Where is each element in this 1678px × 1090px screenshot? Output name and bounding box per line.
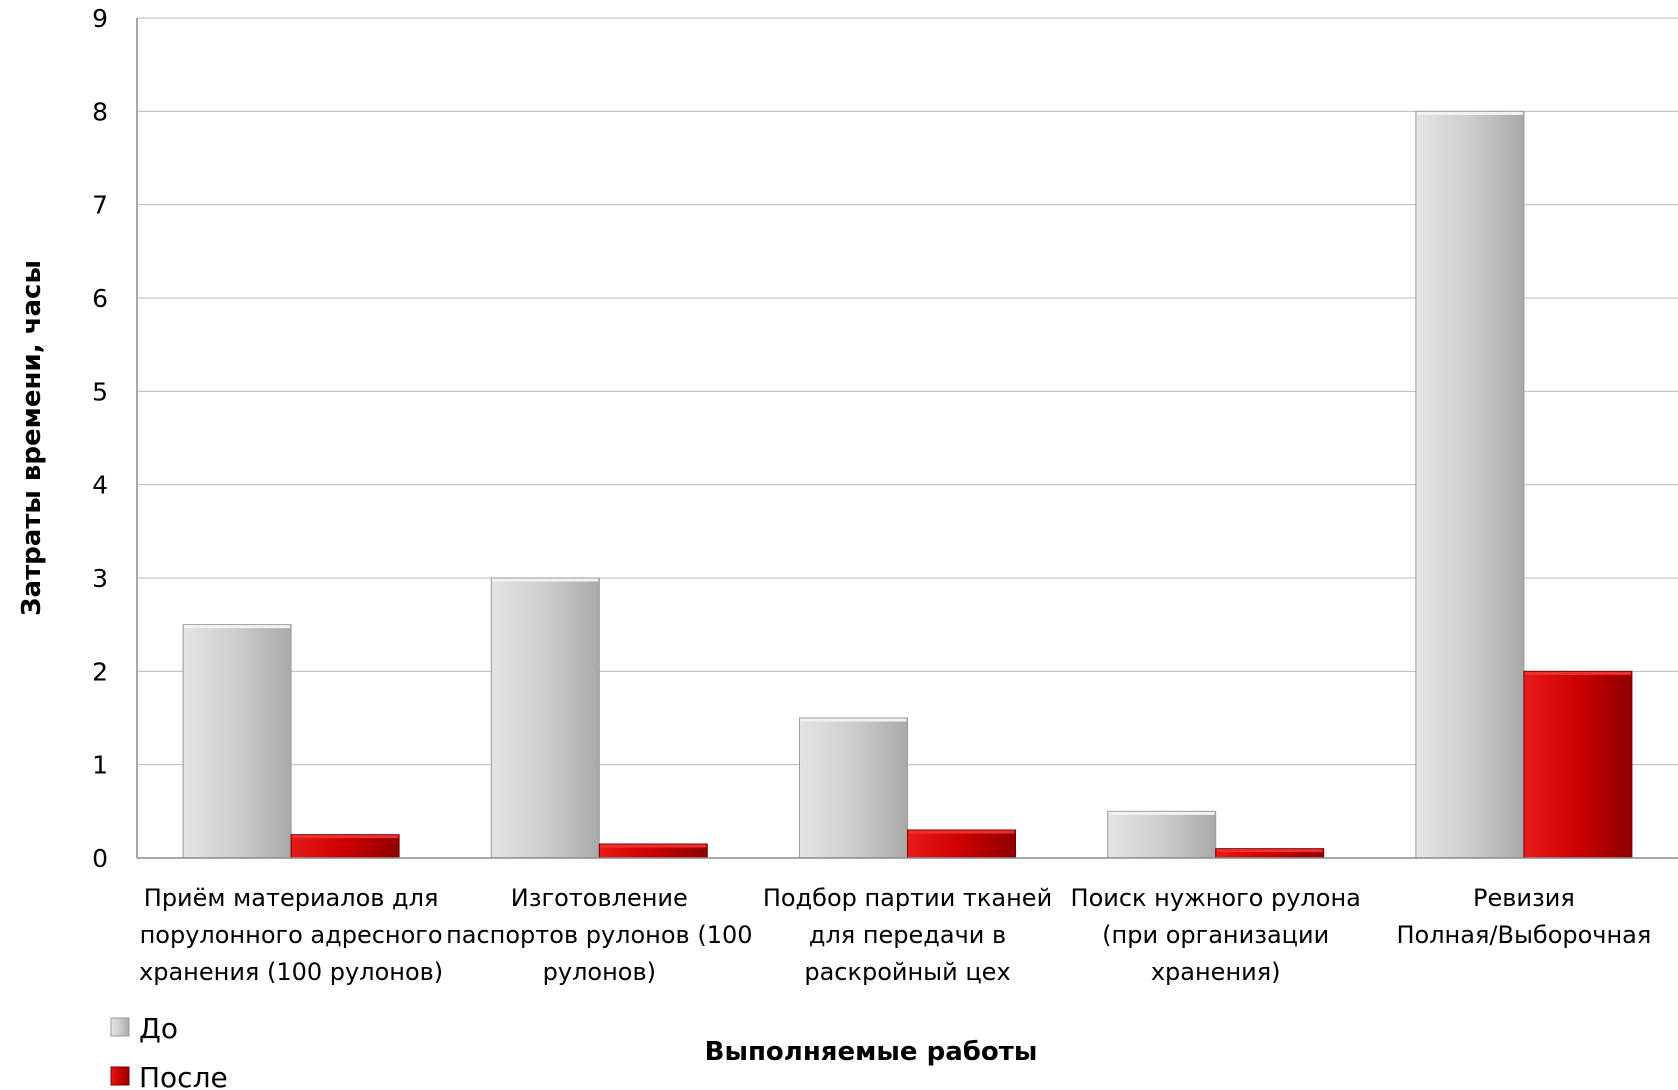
bar-before (799, 717, 908, 859)
bar-before (490, 577, 600, 859)
legend-item-after: После (110, 1061, 228, 1090)
x-category-label: Подбор партии тканей для передачи в раскро… (763, 884, 1052, 986)
y-tick-label: 1 (92, 751, 108, 780)
bar-after (907, 829, 1016, 859)
x-category-label: Приём материалов для порулонного адресног… (139, 884, 443, 986)
y-tick-label: 5 (92, 377, 108, 406)
bars (182, 110, 1633, 859)
y-tick-label: 8 (92, 97, 108, 126)
bar-before (182, 624, 292, 859)
gridlines (137, 17, 1678, 766)
y-tick-label: 9 (92, 4, 108, 33)
x-category-label: Ревизия Полная/Выборочная (1396, 884, 1651, 949)
legend-swatch-before (110, 1017, 130, 1037)
legend-swatch-after (110, 1066, 130, 1086)
bar-after (1523, 670, 1633, 859)
y-tick-label: 6 (92, 284, 108, 313)
x-category-label: Изготовление паспортов рулонов (100 рулоно… (446, 884, 752, 986)
category-labels: Приём материалов для порулонного адресног… (139, 884, 1651, 986)
x-axis-title: Выполняемые работы (705, 1037, 1038, 1067)
y-tick-label: 7 (92, 191, 108, 220)
bar-before (1107, 810, 1217, 859)
x-category-label: Поиск нужного рулона (при организации хран… (1071, 884, 1361, 986)
legend-item-before: До (110, 1012, 178, 1045)
legend: До После (110, 1012, 228, 1090)
bar-before (1415, 110, 1525, 859)
y-axis-title: Затраты времени, часы (17, 260, 47, 616)
y-tick-label: 2 (92, 657, 108, 686)
legend-label-before: До (139, 1012, 178, 1045)
y-axis-ticks: 0 1 2 3 4 5 6 7 8 9 (92, 4, 108, 873)
y-tick-label: 0 (92, 844, 108, 873)
legend-label-after: После (139, 1061, 228, 1090)
y-tick-label: 4 (92, 471, 108, 500)
y-tick-label: 3 (92, 564, 108, 593)
